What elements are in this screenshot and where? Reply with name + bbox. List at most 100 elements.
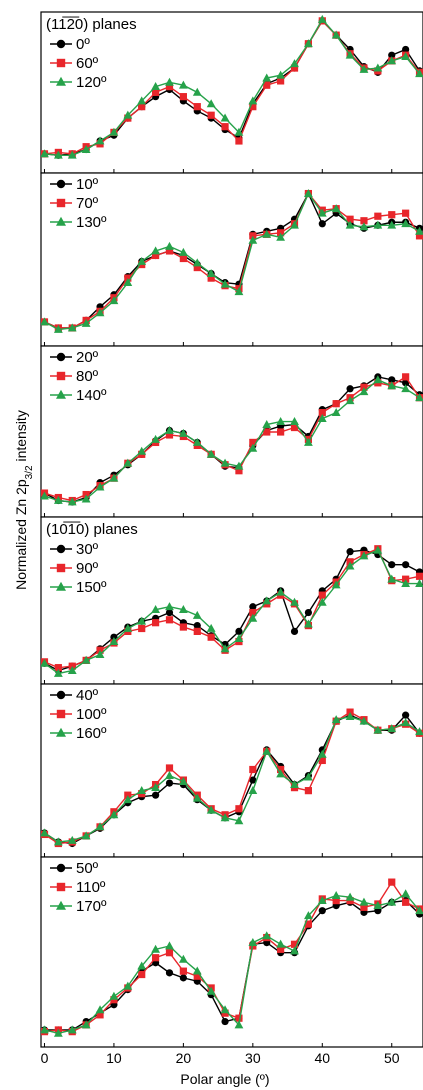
data-point xyxy=(235,1014,243,1022)
legend-entry: 40º xyxy=(50,687,99,704)
data-point xyxy=(373,901,383,910)
data-point xyxy=(67,323,77,332)
plot-area xyxy=(41,14,423,159)
data-point xyxy=(373,220,383,229)
plot-area xyxy=(41,188,423,333)
data-point xyxy=(235,137,243,145)
legend-label: 60º xyxy=(76,55,99,72)
data-point xyxy=(402,379,410,387)
data-point xyxy=(276,232,286,241)
data-point xyxy=(262,229,272,238)
data-point xyxy=(402,209,410,217)
data-point xyxy=(178,80,188,89)
legend-entry: 60º xyxy=(50,55,99,72)
data-point xyxy=(220,813,230,822)
data-point xyxy=(165,969,174,977)
data-point xyxy=(249,603,257,611)
data-point xyxy=(109,127,119,136)
data-point xyxy=(346,215,354,223)
data-point xyxy=(179,254,187,263)
data-point xyxy=(206,805,216,814)
data-point xyxy=(276,416,286,425)
data-point xyxy=(373,545,383,554)
legend-entry: 80º xyxy=(50,368,99,385)
x-tick-label: 50 xyxy=(384,1050,400,1066)
data-point xyxy=(290,946,299,955)
data-point xyxy=(317,597,327,606)
data-point xyxy=(345,396,355,405)
data-point xyxy=(373,63,383,72)
data-point xyxy=(345,892,355,901)
series-line-60º xyxy=(44,19,421,155)
data-point xyxy=(263,428,271,436)
data-point xyxy=(41,317,49,326)
legend-entry: 90º xyxy=(50,560,99,577)
data-point xyxy=(317,896,327,904)
data-point xyxy=(109,473,119,482)
data-point xyxy=(138,970,146,979)
series-line-30º xyxy=(44,549,420,672)
data-point xyxy=(95,822,105,831)
data-point xyxy=(220,279,230,288)
data-point xyxy=(359,551,369,560)
data-point xyxy=(359,387,369,396)
series-line-150º xyxy=(44,549,420,675)
data-point xyxy=(345,561,355,570)
data-point xyxy=(388,211,396,219)
data-point xyxy=(151,605,160,614)
data-point xyxy=(415,232,423,240)
data-point xyxy=(123,623,133,632)
data-point xyxy=(81,831,91,840)
data-point xyxy=(248,613,258,622)
data-point xyxy=(53,668,63,677)
data-point xyxy=(401,52,411,61)
data-point xyxy=(304,772,313,781)
data-point xyxy=(206,99,216,108)
legend-label: 110º xyxy=(76,879,106,896)
data-point xyxy=(359,716,369,725)
legend-label: 10º xyxy=(76,176,99,193)
data-point xyxy=(415,572,423,580)
legend-entry: 160º xyxy=(50,725,107,742)
data-point xyxy=(151,944,160,953)
data-point xyxy=(192,793,202,802)
data-point xyxy=(95,482,105,491)
data-point xyxy=(193,103,201,111)
data-point xyxy=(67,150,77,159)
series-line-110º xyxy=(44,880,420,1033)
data-point xyxy=(318,756,326,765)
data-point xyxy=(318,907,326,915)
data-point xyxy=(220,644,230,653)
data-point xyxy=(388,376,396,384)
data-point xyxy=(304,608,312,617)
data-point xyxy=(317,14,327,23)
legend-label: 20º xyxy=(76,349,99,366)
data-point xyxy=(331,715,341,724)
legend-label: 160º xyxy=(76,725,107,742)
data-point xyxy=(207,633,215,641)
data-point xyxy=(234,461,244,470)
data-point xyxy=(95,1005,105,1014)
x-tick-label: 0 xyxy=(41,1050,49,1066)
legend-label: 120º xyxy=(76,74,107,91)
data-point xyxy=(234,634,244,643)
legend-entry: 100º xyxy=(50,706,107,723)
data-point xyxy=(304,437,313,446)
data-point xyxy=(192,437,202,446)
data-point xyxy=(248,443,258,452)
data-point xyxy=(387,897,397,906)
legend: (10̅1̅0) planes 30º 90º 150º xyxy=(46,521,138,596)
y-axis-label: Normalized Zn 2p3/2 intensity xyxy=(13,410,35,590)
data-point xyxy=(317,749,327,758)
series-line-120º xyxy=(44,18,421,156)
data-point xyxy=(53,324,63,333)
data-point xyxy=(53,150,63,159)
data-point xyxy=(178,428,188,437)
data-point xyxy=(332,897,340,905)
data-point xyxy=(137,786,147,795)
data-point xyxy=(402,898,410,906)
data-point xyxy=(249,103,257,111)
data-point xyxy=(304,619,313,628)
legend-label: 170º xyxy=(76,898,107,915)
data-point xyxy=(41,149,49,158)
